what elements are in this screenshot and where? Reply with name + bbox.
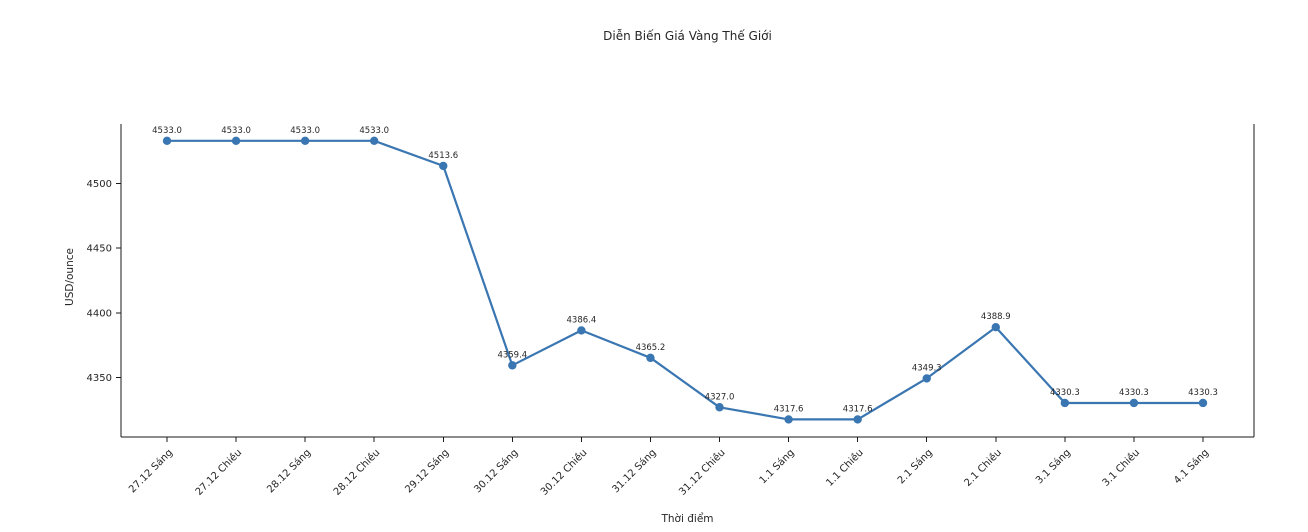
x-tick-label: 27.12 Chiều (193, 447, 244, 498)
data-point-label: 4533.0 (152, 126, 182, 136)
data-point-marker (1060, 398, 1070, 408)
data-point-marker (784, 415, 793, 424)
data-point-marker (300, 136, 310, 146)
x-tick-label: 31.12 Chiều (676, 447, 727, 498)
x-tick-label: 28.12 Chiều (331, 447, 382, 498)
data-point-marker (646, 353, 655, 363)
data-point-label: 4365.2 (636, 343, 666, 353)
x-axis-title: Thời điểm (661, 513, 714, 525)
data-point-label: 4330.3 (1119, 388, 1149, 398)
y-tick-label: 4500 (87, 179, 112, 190)
data-point-marker (1129, 398, 1139, 408)
data-point-marker (508, 361, 517, 370)
data-point-label: 4330.3 (1050, 388, 1080, 398)
data-point-label: 4359.4 (497, 350, 527, 360)
x-tick-label: 1.1 Chiều (824, 447, 866, 489)
x-tick-label: 4.1 Sáng (1171, 447, 1211, 487)
data-point-marker (715, 403, 724, 412)
data-point-marker (1198, 398, 1208, 408)
x-tick-label: 29.12 Sáng (403, 447, 452, 496)
y-tick-label: 4400 (87, 308, 112, 319)
data-point-label: 4386.4 (567, 315, 597, 325)
x-tick-label: 30.12 Chiều (538, 447, 589, 498)
x-tick-label: 3.1 Chiều (1100, 447, 1142, 489)
line-series (165, 139, 1205, 421)
x-tick-label: 2.1 Chiều (962, 447, 1004, 489)
data-point-label: 4533.0 (221, 126, 251, 136)
data-point-marker (231, 136, 241, 146)
x-tick-label: 3.1 Sáng (1033, 447, 1073, 487)
data-point-label: 4327.0 (705, 392, 735, 402)
x-tick-label: 2.1 Sáng (895, 447, 935, 487)
data-point-label: 4388.9 (981, 312, 1011, 322)
data-point-label: 4330.3 (1188, 388, 1218, 398)
data-point-marker (370, 136, 379, 146)
data-point-label: 4533.0 (359, 126, 389, 136)
data-point-marker (991, 322, 1000, 332)
y-tick-label: 4350 (87, 373, 112, 384)
x-tick-label: 31.12 Sáng (610, 447, 659, 496)
chart-title: Diễn Biến Giá Vàng Thế Giới (603, 29, 772, 43)
x-tick-label: 30.12 Sáng (472, 447, 521, 496)
data-point-label: 4533.0 (290, 126, 320, 136)
x-tick-label: 28.12 Sáng (264, 447, 313, 496)
data-point-label: 4513.6 (428, 151, 458, 161)
data-point-marker (577, 326, 586, 335)
data-point-label: 4317.6 (843, 404, 873, 414)
data-point-marker (439, 161, 448, 171)
x-tick-label: 27.12 Sáng (126, 447, 175, 496)
data-point-marker (162, 136, 172, 146)
data-point-label: 4349.3 (912, 363, 942, 373)
x-tick-label: 1.1 Sáng (757, 447, 797, 487)
y-tick-label: 4450 (87, 244, 112, 255)
data-point-label: 4317.6 (774, 404, 804, 414)
data-point-marker (922, 374, 931, 383)
data-point-marker (853, 415, 862, 424)
